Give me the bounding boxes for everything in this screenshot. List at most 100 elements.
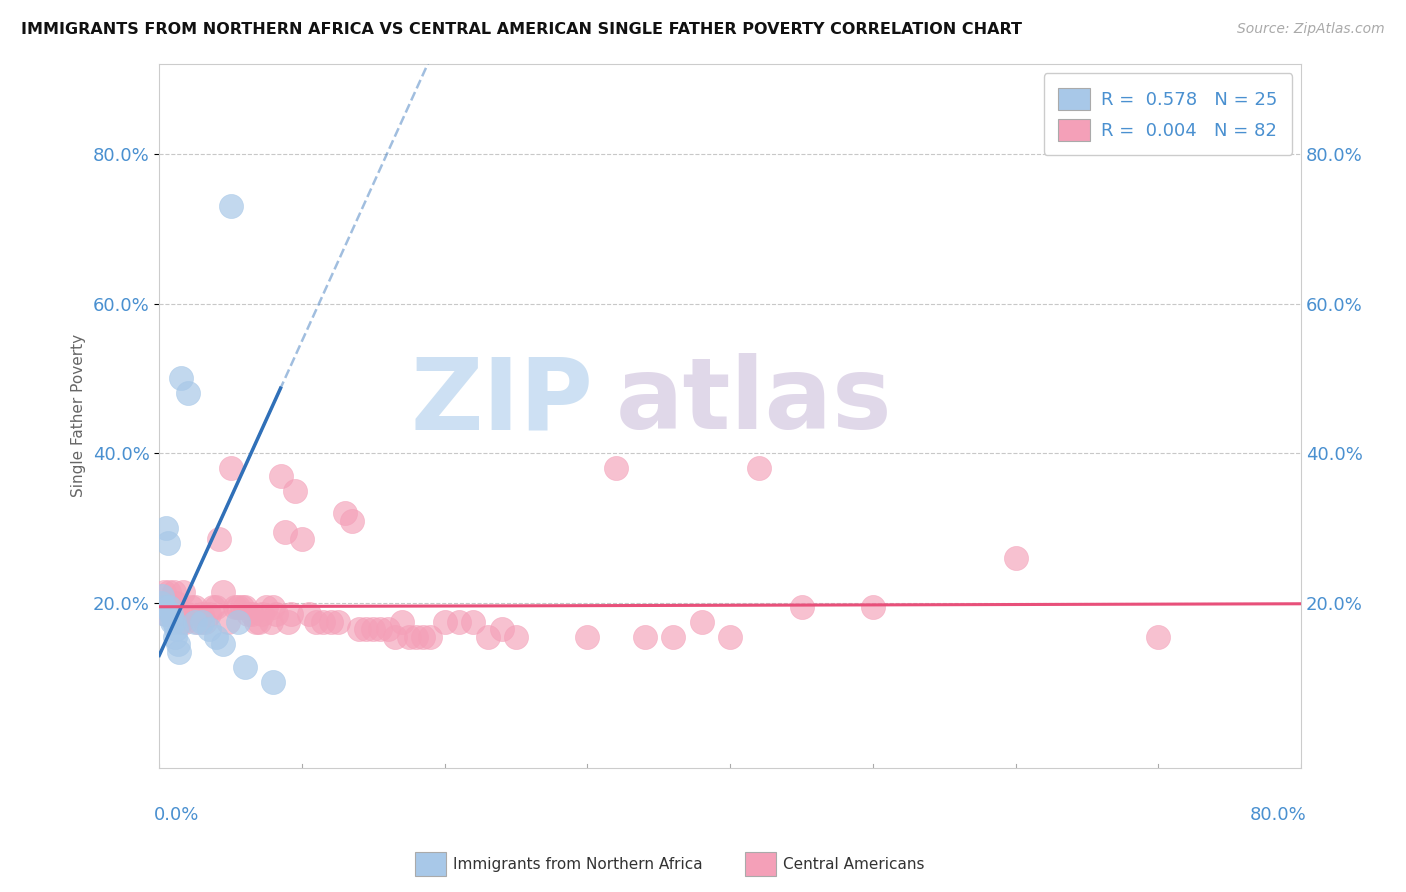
Text: atlas: atlas bbox=[616, 353, 893, 450]
Point bbox=[576, 630, 599, 644]
Point bbox=[633, 630, 655, 644]
Point bbox=[159, 599, 181, 614]
Point bbox=[208, 533, 231, 547]
Point bbox=[231, 599, 253, 614]
Point bbox=[270, 468, 292, 483]
Point bbox=[153, 607, 176, 622]
Point bbox=[419, 630, 441, 644]
Point bbox=[198, 622, 221, 636]
Point bbox=[191, 615, 214, 629]
Point bbox=[264, 607, 287, 622]
Point bbox=[174, 615, 197, 629]
Point bbox=[312, 615, 335, 629]
Point bbox=[166, 637, 188, 651]
Point bbox=[491, 622, 513, 636]
Point bbox=[326, 615, 349, 629]
Point bbox=[219, 461, 242, 475]
Point bbox=[162, 615, 184, 629]
Point bbox=[262, 599, 284, 614]
Point bbox=[169, 615, 191, 629]
Point bbox=[305, 615, 328, 629]
Point bbox=[194, 615, 217, 629]
Point bbox=[205, 599, 228, 614]
Point bbox=[333, 506, 356, 520]
Point bbox=[160, 607, 183, 622]
Point bbox=[363, 622, 385, 636]
Point bbox=[205, 630, 228, 644]
Point bbox=[202, 599, 225, 614]
Point bbox=[354, 622, 377, 636]
Text: Central Americans: Central Americans bbox=[783, 856, 925, 871]
Point bbox=[433, 615, 456, 629]
Point bbox=[340, 514, 363, 528]
Point bbox=[149, 599, 172, 614]
Point bbox=[862, 599, 884, 614]
Point bbox=[384, 630, 406, 644]
Y-axis label: Single Father Poverty: Single Father Poverty bbox=[72, 334, 86, 498]
Point bbox=[160, 615, 183, 629]
Legend: R =  0.578   N = 25, R =  0.004   N = 82: R = 0.578 N = 25, R = 0.004 N = 82 bbox=[1043, 73, 1292, 155]
Point bbox=[159, 607, 181, 622]
Point bbox=[284, 483, 307, 498]
Point bbox=[184, 599, 207, 614]
Point bbox=[152, 599, 174, 614]
Point bbox=[718, 630, 741, 644]
Point bbox=[166, 607, 188, 622]
Point bbox=[262, 674, 284, 689]
Point bbox=[212, 584, 235, 599]
Point bbox=[184, 615, 207, 629]
Point bbox=[236, 607, 259, 622]
Point bbox=[259, 615, 281, 629]
Point bbox=[370, 622, 392, 636]
Point bbox=[212, 637, 235, 651]
Point bbox=[169, 371, 191, 385]
Text: 0.0%: 0.0% bbox=[153, 806, 198, 824]
Point bbox=[165, 622, 187, 636]
Point bbox=[224, 599, 246, 614]
Point bbox=[477, 630, 499, 644]
Point bbox=[150, 589, 173, 603]
Point bbox=[157, 599, 180, 614]
Point bbox=[245, 615, 267, 629]
Text: ZIP: ZIP bbox=[411, 353, 593, 450]
Point bbox=[162, 584, 184, 599]
Point bbox=[291, 533, 314, 547]
Point bbox=[247, 615, 270, 629]
Point bbox=[605, 461, 627, 475]
Point bbox=[226, 615, 249, 629]
Point bbox=[165, 596, 187, 610]
Point bbox=[391, 615, 413, 629]
Point bbox=[447, 615, 470, 629]
Point bbox=[155, 607, 177, 622]
Point bbox=[233, 659, 256, 673]
Point bbox=[157, 584, 180, 599]
Text: 80.0%: 80.0% bbox=[1250, 806, 1306, 824]
Point bbox=[198, 607, 221, 622]
Point bbox=[405, 630, 427, 644]
Point bbox=[250, 607, 273, 622]
Point bbox=[155, 521, 177, 535]
Point bbox=[1147, 630, 1170, 644]
Point bbox=[280, 607, 302, 622]
Point bbox=[177, 607, 200, 622]
Point bbox=[149, 596, 172, 610]
Point bbox=[790, 599, 813, 614]
Point bbox=[412, 630, 434, 644]
Point bbox=[254, 599, 277, 614]
Point bbox=[187, 615, 209, 629]
Point bbox=[662, 630, 685, 644]
Point bbox=[505, 630, 527, 644]
Point bbox=[163, 630, 186, 644]
Point bbox=[748, 461, 770, 475]
Point bbox=[319, 615, 342, 629]
Point bbox=[156, 536, 179, 550]
Point bbox=[173, 584, 195, 599]
Point bbox=[690, 615, 713, 629]
Text: Source: ZipAtlas.com: Source: ZipAtlas.com bbox=[1237, 22, 1385, 37]
Point bbox=[347, 622, 370, 636]
Point bbox=[156, 599, 179, 614]
Point bbox=[398, 630, 420, 644]
Text: Immigrants from Northern Africa: Immigrants from Northern Africa bbox=[453, 856, 703, 871]
Point bbox=[377, 622, 399, 636]
Point bbox=[177, 386, 200, 401]
